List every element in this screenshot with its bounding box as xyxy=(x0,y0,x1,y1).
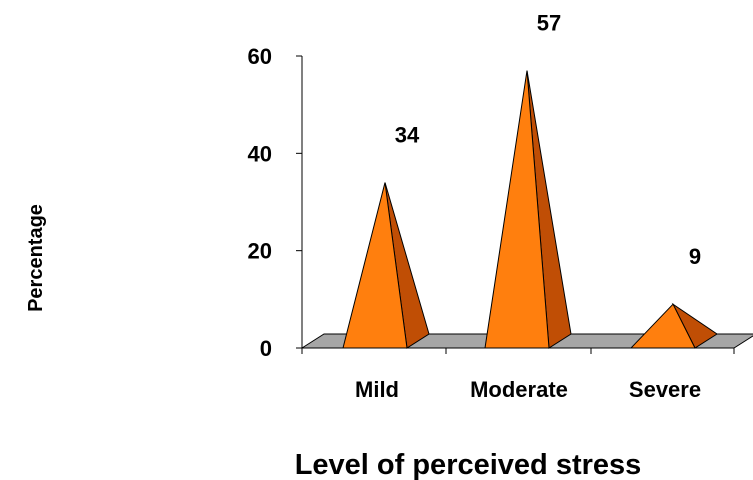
pyramid-moderate xyxy=(484,70,550,349)
y-tick-label: 20 xyxy=(248,239,272,264)
category-label-mild: Mild xyxy=(355,377,399,402)
y-tick-label: 60 xyxy=(248,44,272,69)
chart-labels: 34 Mild 57 Moderate 9 Severe xyxy=(355,11,701,402)
category-label-moderate: Moderate xyxy=(470,377,568,402)
pyramid-mild xyxy=(342,182,408,349)
y-axis-title: Percentage xyxy=(25,204,47,312)
x-axis-title: Level of perceived stress xyxy=(295,449,642,480)
chart-marks xyxy=(342,70,718,349)
category-label-severe: Severe xyxy=(629,377,701,402)
data-label-mild: 34 xyxy=(395,123,420,148)
y-tick-label: 0 xyxy=(260,336,272,361)
data-label-moderate: 57 xyxy=(537,11,561,36)
y-axis: 0 20 40 60 xyxy=(248,44,303,361)
pyramid-severe xyxy=(629,303,696,349)
y-tick-label: 40 xyxy=(248,141,272,166)
data-label-severe: 9 xyxy=(689,244,701,269)
